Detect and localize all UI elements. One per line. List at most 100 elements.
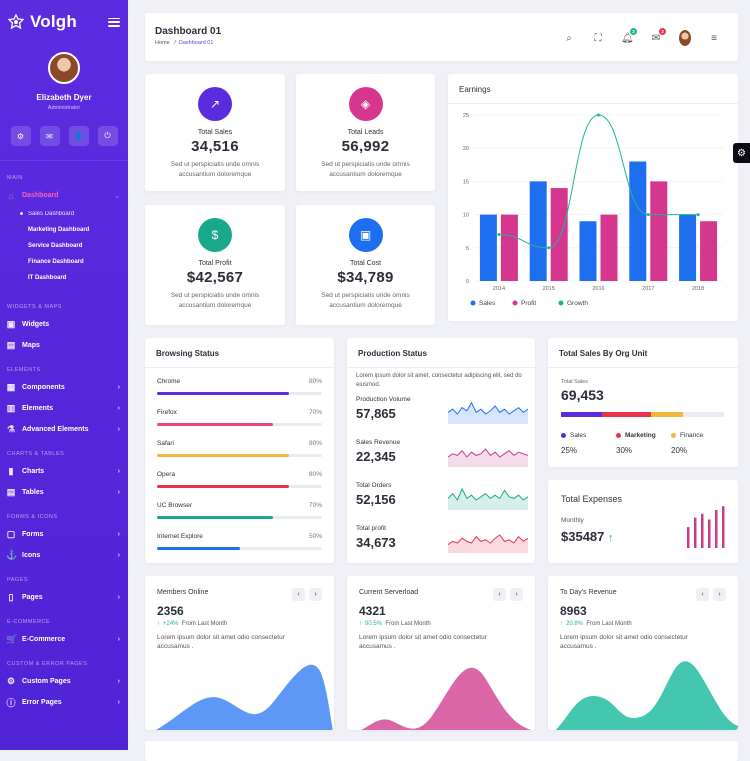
sidebar-sub-finance[interactable]: Finance Dashboard: [28, 259, 84, 265]
area-chart: [155, 664, 333, 730]
arrow-up-icon: ↑: [608, 532, 614, 544]
sparkline: [448, 487, 528, 510]
brand[interactable]: Volgh: [0, 0, 128, 44]
sidebar-item-advanced-elements[interactable]: ⚗ Advanced Elements ›: [0, 419, 128, 440]
breadcrumb-home[interactable]: Home: [155, 40, 170, 46]
legend-dot: [470, 300, 476, 306]
mail-icon[interactable]: ✉: [39, 126, 60, 146]
chevron-right-icon: ›: [117, 678, 120, 685]
sidebar-item-label: Forms: [22, 531, 44, 538]
sidebar-sub-it[interactable]: IT Dashboard: [28, 275, 67, 281]
stat-card-total-cost: ▣ Total Cost $34,789 Sed ut perspiciatis…: [296, 205, 435, 325]
metric-card: Current Serverload ‹ › 4321 ↑ 90.5% From L…: [347, 576, 535, 730]
metric-desc: Lorem ipsum dolor sit amet odio consecte…: [359, 634, 487, 650]
fullscreen-icon[interactable]: ⛶: [594, 32, 602, 44]
stat-card-total-profit: $ Total Profit $42,567 Sed ut perspiciat…: [145, 205, 285, 325]
chevron-right-icon: ›: [117, 699, 120, 706]
bell-icon[interactable]: 🔔︎ 2: [621, 27, 637, 44]
layers-icon: ▦: [6, 382, 16, 392]
sidebar-item-tables[interactable]: ▤ Tables ›: [0, 482, 128, 503]
mail-badge: 3: [659, 27, 666, 35]
metric-delta: ↑ 20.8% From Last Month: [560, 621, 632, 627]
sparkline-line: [448, 487, 528, 502]
sidebar-item-icons[interactable]: ⚓ Icons ›: [0, 545, 128, 566]
production-status-card: Production Status Lorem ipsum dolor sit …: [347, 338, 535, 563]
chevron-right-icon: ›: [117, 636, 120, 643]
org-unit-legend: Sales 25% Marketing 30% Finance 20%: [561, 432, 726, 455]
chevron-right-icon[interactable]: ›: [309, 588, 322, 601]
sidebar-item-elements[interactable]: ▥ Elements ›: [0, 398, 128, 419]
browser-row: Internet Explore 50%: [157, 533, 322, 550]
browser-name: Internet Explore: [157, 533, 203, 540]
legend-label: Marketing: [625, 432, 656, 439]
page-header: Dashboard 01 Home / Dashboard 01 ⌕ ⛶ 🔔︎ 2…: [145, 13, 738, 61]
bar-profit: [700, 221, 718, 281]
stat-label: Total Sales: [197, 129, 233, 136]
menu-toggle-icon[interactable]: [108, 17, 120, 27]
expenses-value: $35487 ↑: [561, 529, 614, 544]
stat-card-total-sales: ↗ Total Sales 34,516 Sed ut perspiciatis…: [145, 74, 285, 191]
notification-badge: 2: [630, 27, 637, 35]
sidebar-sub-service[interactable]: Service Dashboard: [28, 243, 83, 249]
chevron-left-icon[interactable]: ‹: [696, 588, 709, 601]
user-icon[interactable]: 👤: [68, 126, 89, 146]
sidebar-item-dashboard[interactable]: ⌂ Dashboard ⌄: [0, 185, 128, 206]
briefcase-icon: ▣: [348, 218, 383, 252]
point-growth: [597, 113, 600, 117]
sidebar-item-label: Icons: [22, 552, 41, 559]
sidebar-item-maps[interactable]: ▤ Maps: [0, 335, 128, 356]
sidebar-item-widgets[interactable]: ▣ Widgets: [0, 314, 128, 335]
legend-dot: [561, 432, 566, 438]
metric-delta: ↑ +24% From Last Month: [157, 621, 227, 627]
sidebar-item-forms[interactable]: ▢ Forms ›: [0, 524, 128, 545]
browser-row: Safari 80%: [157, 440, 322, 457]
area-chart: [361, 667, 532, 730]
chevron-left-icon[interactable]: ‹: [493, 588, 506, 601]
chevron-left-icon[interactable]: ‹: [292, 588, 305, 601]
chevron-right-icon[interactable]: ›: [713, 588, 726, 601]
avatar[interactable]: [679, 30, 691, 46]
card-title: Earnings: [459, 85, 491, 94]
sidebar-item-custom-pages[interactable]: ⚙ Custom Pages ›: [0, 671, 128, 692]
browser-name: Safari: [157, 440, 174, 447]
sidebar-sub-marketing[interactable]: Marketing Dashboard: [28, 227, 90, 233]
card-nav: ‹ ›: [493, 588, 523, 601]
y-tick-label: 15: [463, 179, 469, 185]
sidebar-item-pages[interactable]: ▯ Pages ›: [0, 587, 128, 608]
stat-value: 34,516: [191, 138, 239, 155]
progress-track: [157, 516, 322, 519]
metric-value: 4321: [359, 604, 386, 618]
sidebar-item-ecommerce[interactable]: 🛒 E-Commerce ›: [0, 629, 128, 650]
section-label: E-COMMERCE: [7, 619, 51, 625]
sparkline-line: [448, 448, 528, 458]
bar-sales: [479, 214, 497, 281]
sidebar-item-label: Advanced Elements: [22, 426, 89, 433]
power-icon[interactable]: ⏻: [97, 126, 118, 146]
legend-dot: [558, 300, 564, 306]
progress-fill: [157, 516, 273, 519]
browser-row: Firefox 70%: [157, 409, 322, 426]
sidebar-item-label: Maps: [22, 342, 40, 349]
section-label: MAIN: [7, 175, 23, 181]
mail-icon[interactable]: ✉ 3: [650, 27, 666, 44]
sidebar: Volgh Elizabeth Dyer Administrator ⚙ ✉ 👤…: [0, 0, 128, 750]
search-icon[interactable]: ⌕: [566, 32, 572, 44]
quick-actions: ⚙ ✉ 👤 ⏻: [0, 126, 128, 146]
avatar[interactable]: [48, 52, 80, 84]
metric-desc: Lorem ipsum dolor sit amet odio consecte…: [157, 634, 285, 650]
expense-bar: [722, 506, 725, 548]
production-item: Production Volume 57,865: [356, 396, 528, 424]
sparkline: [448, 534, 528, 553]
settings-icon[interactable]: ⚙: [10, 126, 31, 146]
menu-icon[interactable]: ≡: [711, 32, 717, 44]
chevron-right-icon[interactable]: ›: [510, 588, 523, 601]
browser-row: Opera 80%: [157, 471, 322, 488]
gear-icon: ⚙: [6, 676, 16, 686]
settings-icon[interactable]: ⚙: [733, 143, 750, 163]
sidebar-sub-sales[interactable]: Sales Dashboard: [0, 206, 128, 222]
production-value: 52,156: [356, 492, 396, 507]
production-value: 22,345: [356, 449, 396, 464]
sidebar-item-error-pages[interactable]: ⓘ Error Pages ›: [0, 692, 128, 713]
sidebar-item-components[interactable]: ▦ Components ›: [0, 377, 128, 398]
sidebar-item-charts[interactable]: ▮ Charts ›: [0, 461, 128, 482]
